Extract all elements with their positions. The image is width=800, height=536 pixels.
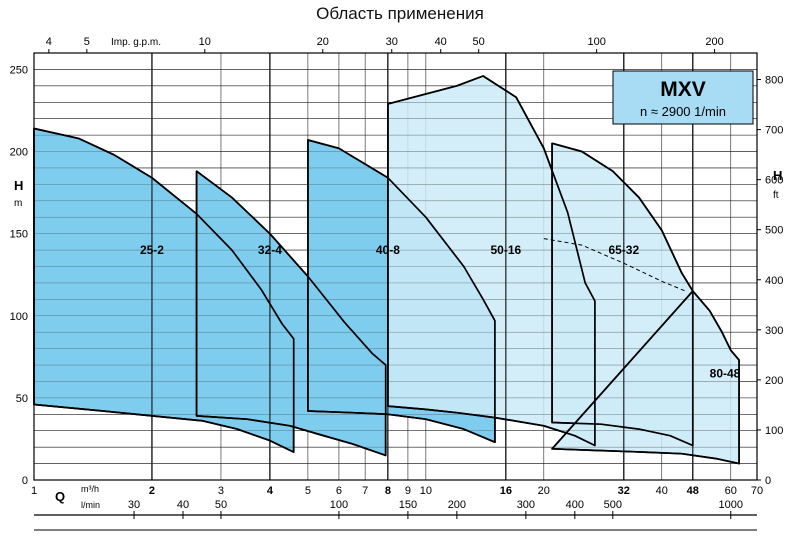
series-label-80-48: 80-48 <box>710 366 741 380</box>
y-left-tick-label: 150 <box>10 229 28 241</box>
series-label-32-4: 32-4 <box>258 243 282 257</box>
x-lmin-tick-label: 30 <box>128 499 140 511</box>
y-right-axis-unit: ft <box>773 190 779 201</box>
dashed-curve-line <box>543 238 686 292</box>
x-lmin-tick-label: 150 <box>399 499 417 511</box>
dashed-curve <box>543 238 686 292</box>
x-m3h-tick-label: 40 <box>656 485 668 497</box>
y-left-axis-label: H <box>14 178 23 193</box>
x-m3h-tick-label: 20 <box>538 485 550 497</box>
x-m3h-tick-label: 4 <box>267 485 274 497</box>
top-tick-label: 5 <box>84 36 90 48</box>
series-outline-50-16 <box>387 75 596 447</box>
y-left-tick-label: 250 <box>10 64 28 76</box>
x-m3h-tick-label: 2 <box>149 485 155 497</box>
x-m3h-tick-label: 9 <box>405 485 411 497</box>
x-m3h-tick-label: 1 <box>31 485 37 497</box>
x-m3h-tick-label: 7 <box>362 485 368 497</box>
chart-title: Область применения <box>316 4 484 23</box>
y-right-tick-label: 700 <box>765 125 783 137</box>
x-m3h-tick-label: 16 <box>500 485 512 497</box>
x-m3h-tick-label: 5 <box>305 485 311 497</box>
x-axis-label-q: Q <box>55 489 65 504</box>
x-lmin-tick-label: 100 <box>330 499 348 511</box>
x-lmin-tick-label: 50 <box>215 499 227 511</box>
x-lmin-tick-label: 40 <box>177 499 189 511</box>
x-lmin-tick-label: 500 <box>604 499 622 511</box>
axes <box>33 52 758 531</box>
top-tick-label: 30 <box>386 36 398 48</box>
x-lmin-tick-label: 1000 <box>719 499 743 511</box>
x-lmin-tick-label: 300 <box>517 499 535 511</box>
plot-frame <box>33 52 758 481</box>
x-m3h-tick-label: 10 <box>420 485 432 497</box>
model-box-bg <box>612 70 754 125</box>
top-tick-label: 100 <box>587 36 605 48</box>
series-labels: 25-2 32-4 40-8 50-16 65-32 80-48 <box>140 243 741 380</box>
top-tick-label: 40 <box>435 36 447 48</box>
series-outline-25-2 <box>33 127 295 453</box>
series-outline-32-4 <box>195 170 387 457</box>
series-label-40-8: 40-8 <box>376 243 400 257</box>
model-box: MXV n ≈ 2900 1/min <box>612 70 754 125</box>
top-tick-label: 20 <box>317 36 329 48</box>
x-m3h-tick-label: 3 <box>218 485 224 497</box>
x-unit-lmin: l/min <box>81 500 100 510</box>
y-right-tick-label: 400 <box>765 275 783 287</box>
top-axis-unit: Imp. g.p.m. <box>111 37 161 48</box>
top-tick-label: 10 <box>199 36 211 48</box>
y-right-tick-label: 600 <box>765 175 783 187</box>
y-right-tick-label: 100 <box>765 425 783 437</box>
top-tick-label: 200 <box>705 36 723 48</box>
x-lmin-tick-label: 400 <box>566 499 584 511</box>
series-areas <box>33 53 757 480</box>
x-m3h-tick-label: 32 <box>618 485 630 497</box>
model-speed: n ≈ 2900 1/min <box>640 104 726 119</box>
x-m3h-tick-label: 70 <box>751 485 763 497</box>
x-unit-m3h: m³/h <box>81 484 99 494</box>
series-outline-40-8 <box>307 139 496 444</box>
y-left-tick-label: 0 <box>22 475 28 487</box>
x-m3h-tick-label: 48 <box>687 485 699 497</box>
x-m3h-tick-label: 8 <box>385 485 391 497</box>
y-left-tick-label: 50 <box>16 393 28 405</box>
x-m3h-tick-label: 60 <box>725 485 737 497</box>
y-right-tick-label: 500 <box>765 225 783 237</box>
x-m3h-tick-label: 6 <box>336 485 342 497</box>
series-label-65-32: 65-32 <box>608 243 639 257</box>
series-outline-80-48 <box>551 290 740 465</box>
series-label-25-2: 25-2 <box>140 243 164 257</box>
model-name: MXV <box>660 78 706 101</box>
top-tick-label: 50 <box>473 36 485 48</box>
y-right-axis-label: H <box>773 168 782 183</box>
y-right-tick-label: 800 <box>765 75 783 87</box>
y-right-tick-label: 200 <box>765 375 783 387</box>
y-left-axis-unit: m <box>14 198 22 209</box>
series-label-50-16: 50-16 <box>490 243 521 257</box>
y-right-tick-label: 0 <box>765 475 771 487</box>
tick-labels: 050100150200250Hm01002003004005006007008… <box>10 36 783 519</box>
x-lmin-tick-label: 200 <box>448 499 466 511</box>
y-right-tick-label: 300 <box>765 325 783 337</box>
y-left-tick-label: 200 <box>10 147 28 159</box>
y-left-tick-label: 100 <box>10 311 28 323</box>
top-tick-label: 4 <box>46 36 52 48</box>
